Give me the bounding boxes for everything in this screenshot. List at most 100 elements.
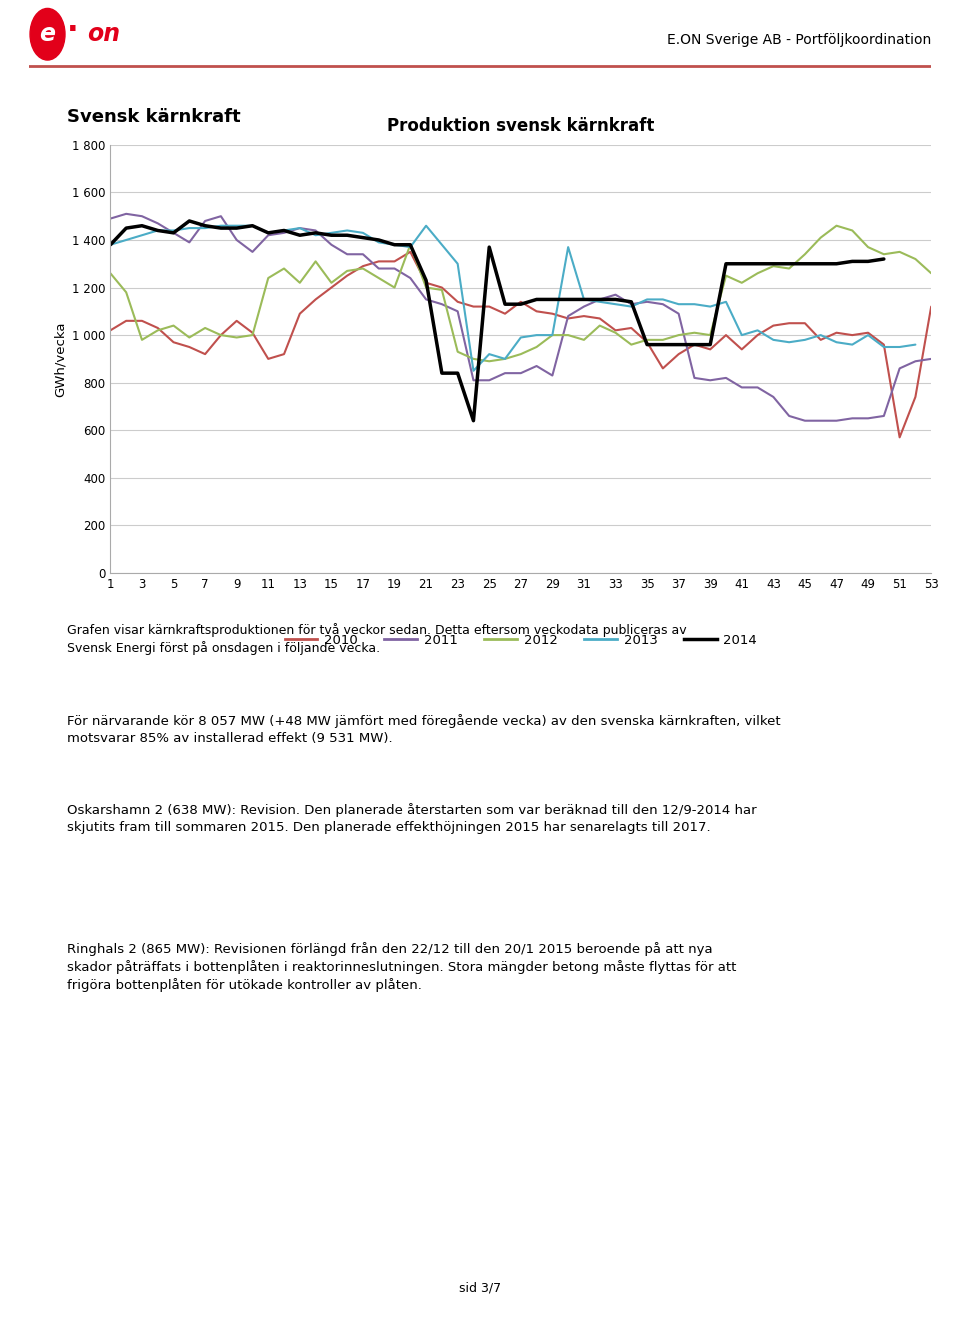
Text: Svensk kärnkraft: Svensk kärnkraft [67,108,241,126]
2013 [404,240,416,255]
2014 [436,365,447,381]
2014 [373,232,385,248]
2014 [262,225,274,241]
2014 [720,255,732,271]
2014 [200,217,211,233]
2014 [516,296,527,312]
2012 [752,266,763,282]
2014 [389,237,400,253]
2010 [894,429,905,445]
2012 [830,217,842,233]
2014 [736,255,748,271]
2014 [830,255,842,271]
2014 [215,220,227,236]
Text: Ringhals 2 (865 MW): Revisionen förlängd från den 22/12 till den 20/1 2015 beroe: Ringhals 2 (865 MW): Revisionen förlängd… [67,942,736,992]
2012 [484,353,495,369]
Text: För närvarande kör 8 057 MW (+48 MW jämfört med föregående vecka) av den svenska: För närvarande kör 8 057 MW (+48 MW jämf… [67,714,780,745]
2014 [278,223,290,238]
2011 [342,246,353,262]
2014 [499,296,511,312]
2011 [657,296,668,312]
Text: sid 3/7: sid 3/7 [459,1281,501,1295]
2014 [404,237,416,253]
Text: ·: · [66,16,79,45]
2014 [531,291,542,307]
Legend: 2010, 2011, 2012, 2013, 2014: 2010, 2011, 2012, 2013, 2014 [279,628,762,652]
2011 [641,294,653,309]
2012 [657,332,668,348]
2014 [657,337,668,353]
2014 [626,294,637,309]
2014 [342,228,353,244]
2014 [468,412,479,428]
2012 [610,325,621,341]
2014 [641,337,653,353]
2014 [183,213,195,229]
2014 [878,252,890,267]
Title: Produktion svensk kärnkraft: Produktion svensk kärnkraft [387,117,655,134]
2013 [468,363,479,379]
Line: 2013: 2013 [110,225,916,371]
2014 [705,337,716,353]
Line: 2012: 2012 [110,225,931,361]
2014 [578,291,589,307]
Line: 2011: 2011 [110,213,931,420]
2010 [925,299,937,315]
2014 [136,217,148,233]
Line: 2010: 2010 [110,252,931,437]
2014 [484,240,495,255]
Text: on: on [87,22,120,46]
2014 [325,228,337,244]
2013 [105,237,116,253]
2011 [594,291,606,307]
Y-axis label: GWh/vecka: GWh/vecka [54,321,66,396]
2014 [563,291,574,307]
2011 [925,352,937,367]
2014 [862,253,874,269]
2010 [594,311,606,327]
2014 [768,255,780,271]
2014 [231,220,243,236]
2014 [594,291,606,307]
2011 [799,412,810,428]
Text: E.ON Sverige AB - Portföljkoordination: E.ON Sverige AB - Portföljkoordination [667,33,931,46]
2014 [688,337,700,353]
2012 [325,275,337,291]
2013 [657,291,668,307]
Text: Grafen visar kärnkraftsproduktionen för två veckor sedan. Detta eftersom veckoda: Grafen visar kärnkraftsproduktionen för … [67,623,686,656]
2013 [910,337,922,353]
2010 [641,335,653,350]
Text: e: e [39,22,56,46]
2014 [847,253,858,269]
2010 [610,323,621,338]
2012 [925,266,937,282]
2014 [752,255,763,271]
2013 [168,223,180,238]
2010 [325,279,337,295]
2014 [420,273,432,288]
Circle shape [30,8,65,61]
2014 [120,220,132,236]
2014 [783,255,795,271]
2011 [752,379,763,395]
2012 [641,332,653,348]
2014 [105,237,116,253]
2013 [563,240,574,255]
2013 [516,329,527,345]
2011 [610,287,621,303]
Text: Oskarshamn 2 (638 MW): Revision. Den planerade återstarten som var beräknad till: Oskarshamn 2 (638 MW): Revision. Den pla… [67,803,756,835]
2014 [247,217,258,233]
2014 [610,291,621,307]
2014 [799,255,810,271]
2014 [452,365,464,381]
2013 [626,299,637,315]
2012 [105,266,116,282]
2014 [294,228,305,244]
2010 [657,361,668,377]
2014 [310,225,322,241]
2014 [152,223,163,238]
2014 [815,255,827,271]
2014 [168,225,180,241]
2014 [357,229,369,245]
2010 [404,244,416,259]
